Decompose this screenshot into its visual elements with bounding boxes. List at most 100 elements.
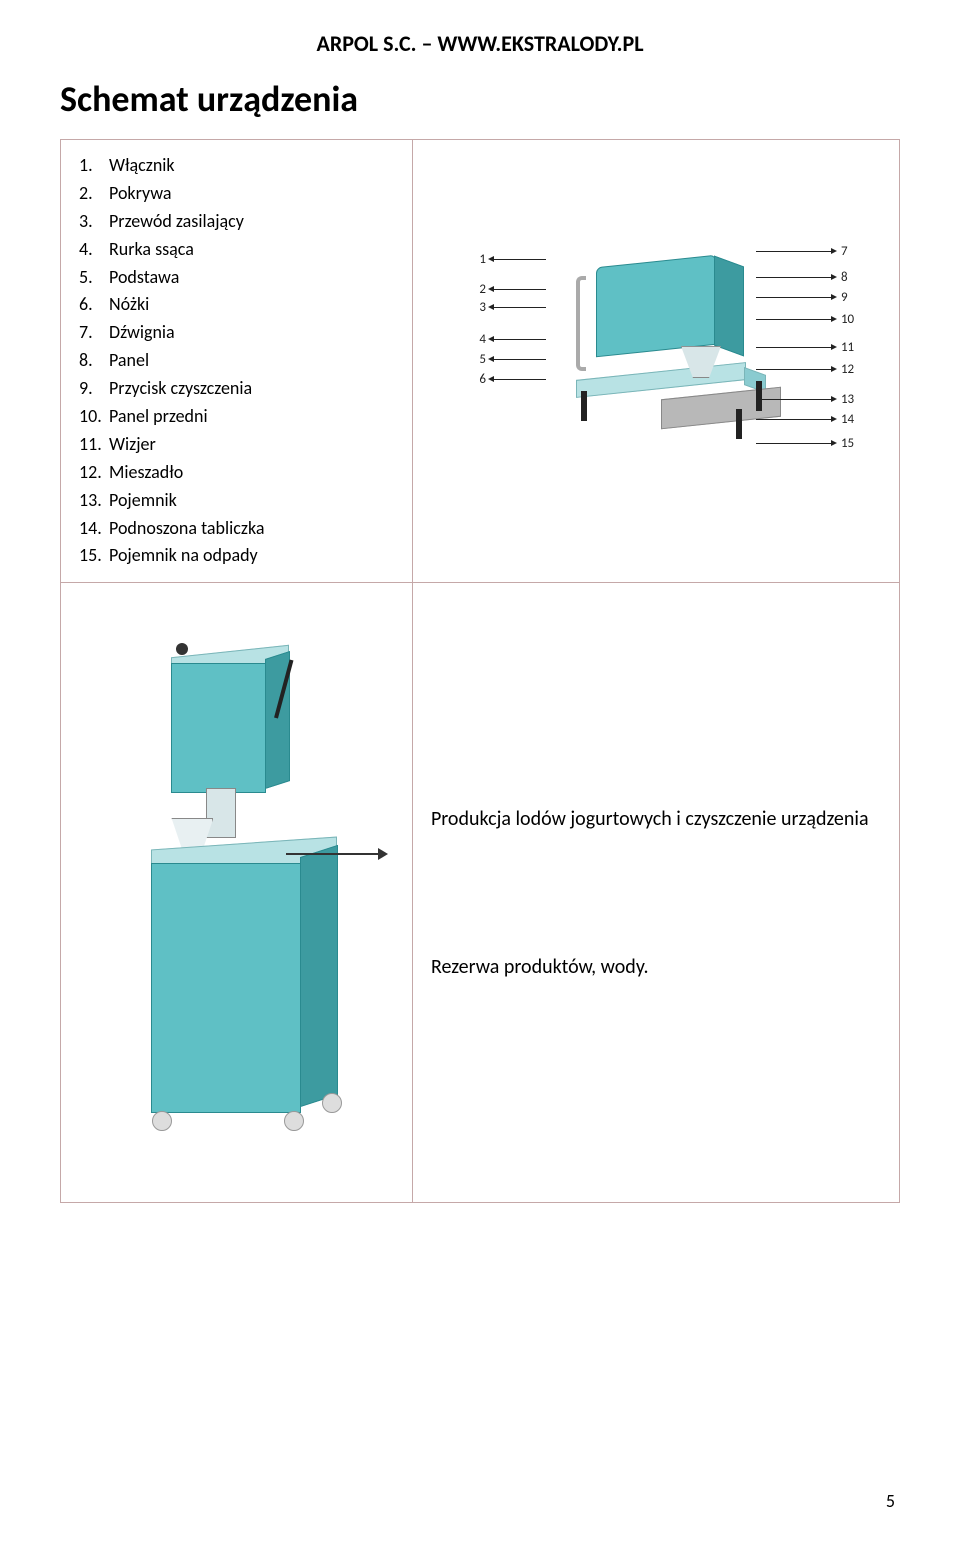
arrowhead-icon xyxy=(488,286,494,292)
parts-list-item: 9.Przycisk czyszczenia xyxy=(79,375,394,403)
callout-label-right: 13 xyxy=(841,392,861,407)
arrowhead-icon xyxy=(488,356,494,362)
parts-list-number: 3. xyxy=(79,208,109,236)
description-cell: Produkcja lodów jogurtowych i czyszczeni… xyxy=(413,583,899,1202)
parts-list-number: 1. xyxy=(79,152,109,180)
arrow-icon xyxy=(286,853,386,855)
callout-line xyxy=(756,369,831,370)
diagram-cell: 123456 789101112131415 xyxy=(413,140,899,582)
parts-list-number: 8. xyxy=(79,347,109,375)
callout-label-left: 6 xyxy=(466,372,486,387)
callout-line xyxy=(756,251,831,252)
arrowhead-icon xyxy=(831,396,837,402)
description-production: Produkcja lodów jogurtowych i czyszczeni… xyxy=(431,805,881,833)
parts-list-label: Przewód zasilający xyxy=(109,208,244,236)
callout-line xyxy=(491,289,546,290)
machine-diagram: 123456 789101112131415 xyxy=(431,186,881,536)
parts-list-item: 2.Pokrywa xyxy=(79,180,394,208)
parts-list-number: 2. xyxy=(79,180,109,208)
parts-list-label: Nóżki xyxy=(109,291,149,319)
callout-line xyxy=(756,419,831,420)
parts-list-label: Podstawa xyxy=(109,264,179,292)
parts-list-number: 12. xyxy=(79,459,109,487)
parts-list-item: 8.Panel xyxy=(79,347,394,375)
callout-line xyxy=(756,319,831,320)
parts-list-item: 1.Włącznik xyxy=(79,152,394,180)
parts-list-item: 4.Rurka ssąca xyxy=(79,236,394,264)
callout-line xyxy=(756,277,831,278)
parts-list-number: 13. xyxy=(79,487,109,515)
parts-list: 1.Włącznik2.Pokrywa3.Przewód zasilający4… xyxy=(79,152,394,570)
callout-label-left: 1 xyxy=(466,252,486,267)
parts-list-label: Pojemnik na odpady xyxy=(109,542,258,570)
parts-list-label: Mieszadło xyxy=(109,459,183,487)
arrowhead-icon xyxy=(831,248,837,254)
callout-line xyxy=(756,399,831,400)
parts-list-number: 15. xyxy=(79,542,109,570)
arrowhead-icon xyxy=(831,366,837,372)
callout-label-right: 7 xyxy=(841,244,861,259)
callout-label-left: 5 xyxy=(466,352,486,367)
callout-label-left: 2 xyxy=(466,282,486,297)
callout-line xyxy=(756,443,831,444)
page-header: ARPOL S.C. – WWW.EKSTRALODY.PL xyxy=(60,30,900,57)
callout-label-right: 11 xyxy=(841,340,861,355)
parts-list-label: Dźwignia xyxy=(109,319,175,347)
callout-line xyxy=(491,307,546,308)
arrowhead-icon xyxy=(488,336,494,342)
parts-list-item: 14.Podnoszona tabliczka xyxy=(79,515,394,543)
parts-list-label: Przycisk czyszczenia xyxy=(109,375,252,403)
callout-label-right: 10 xyxy=(841,312,861,327)
arrowhead-icon xyxy=(831,274,837,280)
arrowhead-icon xyxy=(488,304,494,310)
machine-full-diagram xyxy=(116,633,356,1153)
parts-list-item: 15.Pojemnik na odpady xyxy=(79,542,394,570)
callout-label-right: 8 xyxy=(841,270,861,285)
callout-label-right: 12 xyxy=(841,362,861,377)
parts-list-item: 3.Przewód zasilający xyxy=(79,208,394,236)
parts-list-label: Pojemnik xyxy=(109,487,177,515)
callout-line xyxy=(491,259,546,260)
callout-line xyxy=(491,339,546,340)
parts-list-label: Rurka ssąca xyxy=(109,236,194,264)
parts-list-item: 7.Dźwignia xyxy=(79,319,394,347)
parts-list-item: 6.Nóżki xyxy=(79,291,394,319)
parts-list-item: 5.Podstawa xyxy=(79,264,394,292)
callout-line xyxy=(756,297,831,298)
callout-label-left: 4 xyxy=(466,332,486,347)
parts-list-number: 4. xyxy=(79,236,109,264)
parts-list-item: 11.Wizjer xyxy=(79,431,394,459)
callout-line xyxy=(491,359,546,360)
parts-list-number: 14. xyxy=(79,515,109,543)
callout-line xyxy=(756,347,831,348)
parts-list-cell: 1.Włącznik2.Pokrywa3.Przewód zasilający4… xyxy=(61,140,413,582)
description-reserve: Rezerwa produktów, wody. xyxy=(431,953,881,981)
callout-label-left: 3 xyxy=(466,300,486,315)
arrowhead-icon xyxy=(488,256,494,262)
machine-full-cell xyxy=(61,583,413,1202)
schematic-row-2: Produkcja lodów jogurtowych i czyszczeni… xyxy=(60,583,900,1203)
parts-list-number: 11. xyxy=(79,431,109,459)
parts-list-number: 5. xyxy=(79,264,109,292)
callout-label-right: 14 xyxy=(841,412,861,427)
parts-list-number: 6. xyxy=(79,291,109,319)
arrowhead-icon xyxy=(831,344,837,350)
arrowhead-icon xyxy=(488,376,494,382)
arrowhead-icon xyxy=(831,440,837,446)
parts-list-number: 7. xyxy=(79,319,109,347)
section-title: Schemat urządzenia xyxy=(60,77,900,121)
parts-list-label: Włącznik xyxy=(109,152,175,180)
parts-list-label: Panel przedni xyxy=(109,403,208,431)
callout-label-right: 9 xyxy=(841,290,861,305)
page-number: 5 xyxy=(886,1490,895,1512)
parts-list-item: 12.Mieszadło xyxy=(79,459,394,487)
callout-line xyxy=(491,379,546,380)
schematic-row-1: 1.Włącznik2.Pokrywa3.Przewód zasilający4… xyxy=(60,139,900,583)
arrowhead-icon xyxy=(831,316,837,322)
parts-list-label: Wizjer xyxy=(109,431,156,459)
parts-list-item: 10.Panel przedni xyxy=(79,403,394,431)
arrowhead-icon xyxy=(831,294,837,300)
parts-list-label: Panel xyxy=(109,347,149,375)
parts-list-item: 13.Pojemnik xyxy=(79,487,394,515)
parts-list-label: Pokrywa xyxy=(109,180,171,208)
